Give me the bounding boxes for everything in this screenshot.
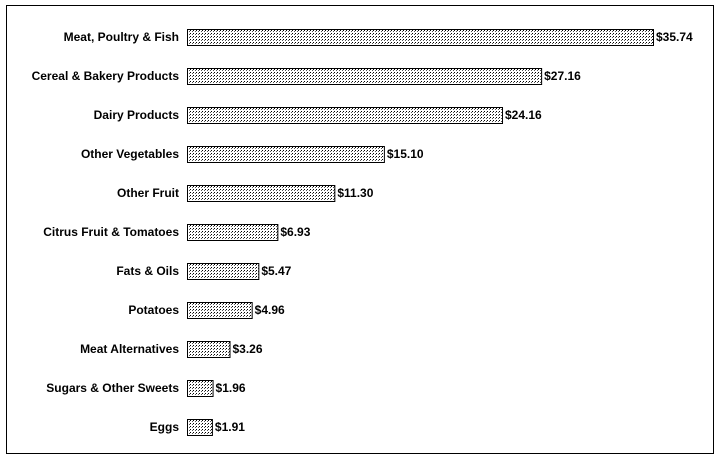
value-label: $15.10 <box>387 147 424 161</box>
bar <box>187 302 253 319</box>
category-label: Citrus Fruit & Tomatoes <box>43 225 179 239</box>
value-label: $1.91 <box>215 420 245 434</box>
value-label: $5.47 <box>261 264 291 278</box>
chart-frame: Meat, Poultry & Fish $35.74 Cereal & Baker… <box>6 5 714 454</box>
category-label: Potatoes <box>128 303 179 317</box>
category-label: Fats & Oils <box>116 264 179 278</box>
bar <box>187 146 385 163</box>
bar <box>187 263 260 280</box>
value-label: $11.30 <box>337 186 373 200</box>
category-label: Eggs <box>150 420 180 434</box>
bar-chart: Meat, Poultry & Fish $35.74 Cereal & Baker… <box>32 29 693 436</box>
bar <box>187 224 279 241</box>
bars-layer: Meat, Poultry & Fish $35.74 Cereal & Baker… <box>32 29 693 436</box>
value-label: $3.26 <box>233 342 263 356</box>
value-label: $4.96 <box>255 303 285 317</box>
bar <box>187 68 543 85</box>
bar <box>187 185 336 202</box>
value-label: $24.16 <box>505 108 542 122</box>
bar <box>187 107 504 124</box>
category-label: Meat Alternatives <box>80 342 179 356</box>
value-label: $1.96 <box>216 381 246 395</box>
category-label: Meat, Poultry & Fish <box>64 30 179 44</box>
bar <box>187 29 654 46</box>
bar <box>187 380 214 397</box>
value-label: $35.74 <box>656 30 693 44</box>
bar <box>187 419 213 436</box>
category-label: Dairy Products <box>94 108 180 122</box>
category-label: Cereal & Bakery Products <box>32 69 180 83</box>
value-label: $27.16 <box>544 69 581 83</box>
category-label: Other Fruit <box>117 186 179 200</box>
value-label: $6.93 <box>280 225 310 239</box>
category-label: Other Vegetables <box>81 147 179 161</box>
bar <box>187 341 231 358</box>
category-label: Sugars & Other Sweets <box>46 381 179 395</box>
